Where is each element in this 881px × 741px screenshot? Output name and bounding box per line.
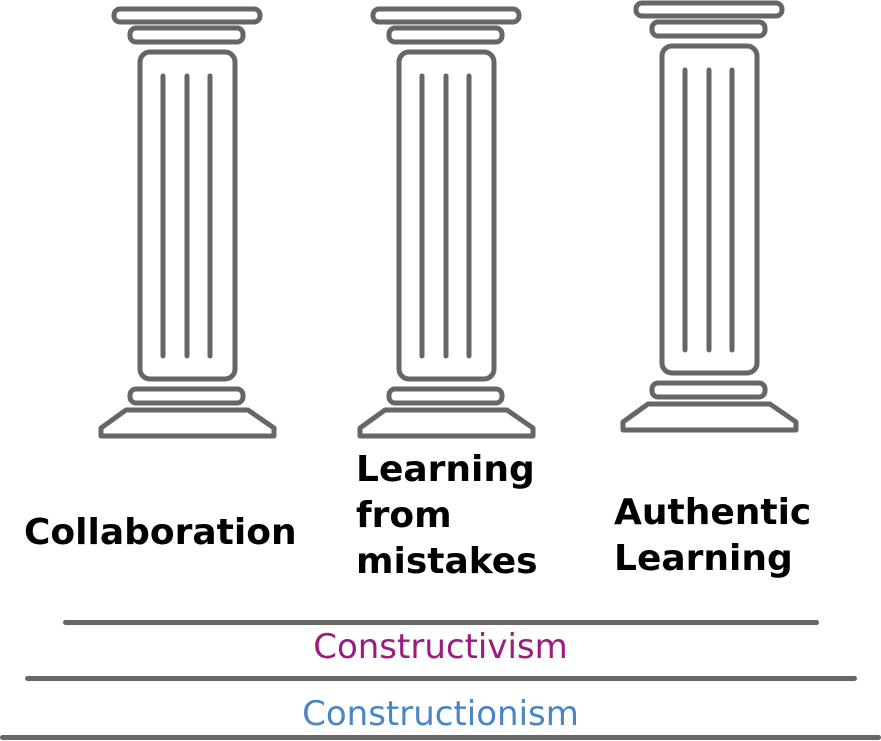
foundation-constructivism: Constructivism (313, 627, 568, 667)
pillar-label-collaboration: Collaboration (24, 510, 297, 556)
pillar-label-line: from (356, 495, 452, 536)
pillar-label-learning-from-mistakes: Learning from mistakes (356, 447, 538, 585)
foundation-line-bottom (0, 735, 881, 740)
pillar-label-line: mistakes (356, 541, 538, 582)
pillar-label-line: Collaboration (24, 512, 297, 553)
pillar-label-line: Learning (356, 449, 535, 490)
foundation-line-top (63, 620, 819, 625)
pillar-label-line: Learning (614, 538, 793, 579)
foundation-line-middle (25, 676, 857, 681)
pillar-icon-authentic-learning (620, 0, 799, 433)
pillar-icon-collaboration (98, 6, 277, 439)
pillar-label-line: Authentic (614, 492, 812, 533)
foundation-constructionism: Constructionism (302, 694, 579, 734)
pillar-label-authentic-learning: Authentic Learning (614, 490, 811, 582)
pillar-icon-learning-from-mistakes (357, 6, 536, 439)
